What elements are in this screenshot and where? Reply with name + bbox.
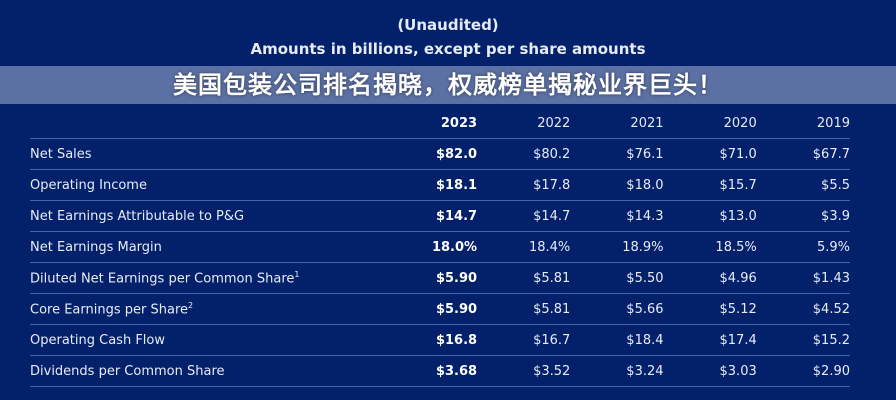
- row-label: Diluted Net Earnings per Common Share1: [30, 262, 391, 294]
- row-label: Net Sales: [30, 138, 391, 170]
- cell-2019: 5.9%: [756, 231, 850, 263]
- cell-2019: $5.5: [756, 169, 850, 201]
- cell-2020: $13.0: [663, 200, 757, 232]
- unaudited-label: (Unaudited): [397, 16, 499, 34]
- cell-2022: $5.81: [477, 293, 571, 325]
- table-row: Dividends per Common Share $3.68 $3.52 $3.2…: [30, 355, 850, 387]
- footnote-marker: 1: [294, 269, 300, 279]
- row-label-text: Operating Cash Flow: [30, 332, 165, 348]
- row-label-text: Core Earnings per Share: [30, 302, 189, 318]
- cell-2022: $5.81: [477, 262, 571, 294]
- table-row: Operating Cash Flow $16.8 $16.7 $18.4 $17.4 $…: [30, 324, 850, 356]
- table-body: Net Sales $82.0 $80.2 $76.1 $71.0 $67.7 Operat…: [30, 138, 850, 387]
- column-header-2021: 2021: [570, 108, 664, 139]
- cell-2022: $17.8: [477, 169, 571, 201]
- cell-2023: 18.0%: [390, 231, 478, 263]
- cell-2023: $16.8: [390, 324, 478, 356]
- cell-2021: 18.9%: [570, 231, 664, 263]
- cell-2023: $3.68: [390, 355, 478, 387]
- table-header-row: 2023 2022 2021 2020 2019: [30, 108, 850, 139]
- cell-2021: $18.0: [570, 169, 664, 201]
- headline-banner: 美国包装公司排名揭晓，权威榜单揭秘业界巨头！: [0, 66, 896, 104]
- column-header-2020: 2020: [663, 108, 757, 139]
- column-header-2019: 2019: [756, 108, 850, 139]
- financial-table: 2023 2022 2021 2020 2019 Net Sales $82.0 $80.2…: [30, 108, 850, 387]
- row-label-text: Net Sales: [30, 146, 92, 162]
- row-label: Dividends per Common Share: [30, 355, 391, 387]
- cell-2023: $5.90: [390, 262, 478, 294]
- cell-2020: $17.4: [663, 324, 757, 356]
- table-row: Net Earnings Attributable to P&G $14.7 $14…: [30, 200, 850, 232]
- table-row: Net Sales $82.0 $80.2 $76.1 $71.0 $67.7: [30, 138, 850, 170]
- table-row: Net Earnings Margin 18.0% 18.4% 18.9% 18.5% 5…: [30, 231, 850, 263]
- cell-2023: $82.0: [390, 138, 478, 170]
- cell-2021: $18.4: [570, 324, 664, 356]
- amounts-subtitle: Amounts in billions, except per share am…: [250, 40, 646, 58]
- cell-2020: $4.96: [663, 262, 757, 294]
- row-label: Net Earnings Margin: [30, 231, 391, 263]
- column-header-2023: 2023: [390, 108, 478, 139]
- row-label-text: Net Earnings Attributable to P&G: [30, 208, 245, 224]
- table-row: Operating Income $18.1 $17.8 $18.0 $15.7 $5.5: [30, 169, 850, 201]
- row-label: Operating Income: [30, 169, 391, 201]
- banner-text: 美国包装公司排名揭晓，权威榜单揭秘业界巨头！: [173, 71, 723, 99]
- cell-2021: $14.3: [570, 200, 664, 232]
- table-row: Diluted Net Earnings per Common Share1 $5…: [30, 262, 850, 294]
- footnote-marker: 2: [188, 300, 194, 310]
- cell-2022: $16.7: [477, 324, 571, 356]
- header-label-column: [30, 108, 391, 139]
- cell-2022: $3.52: [477, 355, 571, 387]
- cell-2019: $2.90: [756, 355, 850, 387]
- cell-2021: $5.66: [570, 293, 664, 325]
- row-label: Core Earnings per Share2: [30, 293, 391, 325]
- cell-2021: $5.50: [570, 262, 664, 294]
- row-label-text: Net Earnings Margin: [30, 239, 162, 255]
- cell-2020: $71.0: [663, 138, 757, 170]
- cell-2020: 18.5%: [663, 231, 757, 263]
- cell-2023: $14.7: [390, 200, 478, 232]
- cell-2023: $5.90: [390, 293, 478, 325]
- cell-2019: $1.43: [756, 262, 850, 294]
- column-header-2022: 2022: [477, 108, 571, 139]
- cell-2020: $3.03: [663, 355, 757, 387]
- row-label: Operating Cash Flow: [30, 324, 391, 356]
- cell-2021: $76.1: [570, 138, 664, 170]
- cell-2019: $15.2: [756, 324, 850, 356]
- table-row: Core Earnings per Share2 $5.90 $5.81 $5.66 $…: [30, 293, 850, 325]
- cell-2021: $3.24: [570, 355, 664, 387]
- cell-2019: $3.9: [756, 200, 850, 232]
- row-label-text: Diluted Net Earnings per Common Share: [30, 271, 295, 287]
- cell-2022: $80.2: [477, 138, 571, 170]
- cell-2020: $5.12: [663, 293, 757, 325]
- cell-2022: $14.7: [477, 200, 571, 232]
- cell-2022: 18.4%: [477, 231, 571, 263]
- cell-2023: $18.1: [390, 169, 478, 201]
- row-label: Net Earnings Attributable to P&G: [30, 200, 391, 232]
- row-label-text: Operating Income: [30, 177, 147, 193]
- cell-2020: $15.7: [663, 169, 757, 201]
- row-label-text: Dividends per Common Share: [30, 363, 225, 379]
- cell-2019: $4.52: [756, 293, 850, 325]
- cell-2019: $67.7: [756, 138, 850, 170]
